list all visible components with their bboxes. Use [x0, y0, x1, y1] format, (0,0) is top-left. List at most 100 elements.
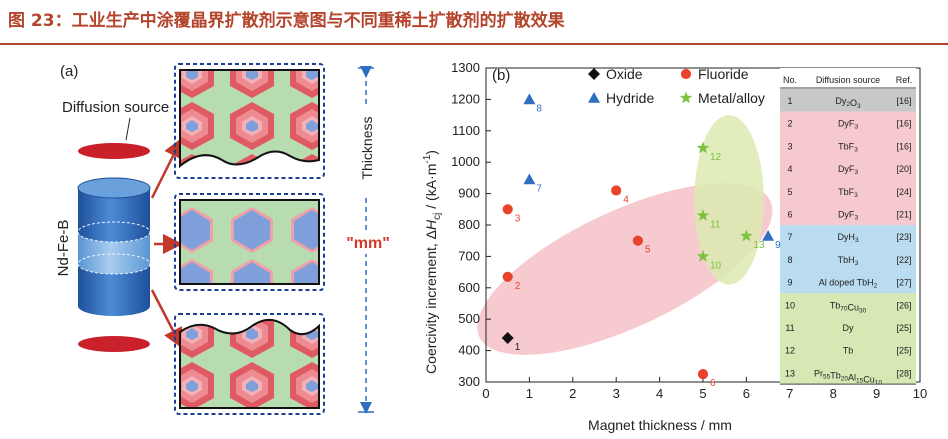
diffusion-source-pointer [125, 117, 131, 141]
top-microstructure-box [174, 63, 325, 179]
magnet-label: Nd-Fe-B [55, 220, 72, 277]
y-tick-label: 1100 [452, 123, 480, 138]
legend-marker-metal-alloy [679, 91, 693, 104]
table-cell-source: DyF3 [838, 210, 859, 222]
table-cell-ref: [25] [896, 346, 911, 356]
arrow-to-bottom-box [150, 289, 183, 349]
table-cell-no: 6 [787, 210, 792, 220]
table-cell-no: 3 [787, 141, 792, 151]
panel-a-schematic: (a) Diffusion source Nd-Fe-B Thickness "… [42, 48, 402, 434]
table-row-bg-7 [780, 225, 916, 248]
y-axis-label-post: / (kA·m [423, 164, 439, 213]
bottom-diffusion-disc [78, 336, 150, 352]
legend-label-metal-alloy: Metal/alloy [698, 90, 765, 106]
bottom-microstructure-box [174, 313, 325, 415]
table-cell-ref: [16] [896, 96, 911, 106]
data-point-4 [611, 185, 622, 196]
table-cell-source: TbH3 [838, 255, 859, 267]
middle-grain-microstructure [180, 200, 319, 284]
x-tick-label: 10 [913, 386, 927, 401]
x-tick-label: 5 [699, 386, 706, 401]
figure-title: 图 23：工业生产中涂覆晶界扩散剂示意图与不同重稀土扩散剂的扩散效果 [8, 11, 565, 31]
table-cell-no: 10 [785, 300, 795, 310]
point-label-13: 13 [753, 240, 765, 251]
table-cell-no: 4 [787, 164, 792, 174]
legend-marker-fluoride [680, 68, 692, 80]
table-row-bg-3 [780, 134, 916, 158]
table-cell-source: TbF3 [838, 141, 858, 153]
panel-b-label: (b) [492, 67, 510, 84]
bottom-grain-microstructure [180, 319, 319, 408]
point-label-12: 12 [710, 152, 722, 163]
table-header-bg [780, 68, 916, 90]
table-cell-no: 9 [787, 278, 792, 288]
table-header-1: No. [783, 75, 797, 85]
x-tick-label: 3 [613, 386, 620, 401]
table-cell-source: DyF3 [838, 164, 859, 176]
table-row-bg-12 [780, 338, 916, 362]
table-cell-ref: [16] [896, 141, 911, 151]
y-tick-label: 1300 [451, 60, 480, 75]
top-diffusion-disc [78, 143, 150, 159]
top-grain-microstructure [180, 70, 319, 166]
data-point-13 [740, 229, 753, 242]
table-cell-no: 5 [787, 187, 792, 197]
y-axis-label-pre: Coercivity increment, Δ [423, 230, 439, 374]
table-cell-ref: [25] [896, 323, 911, 333]
table-cell-ref: [27] [896, 278, 911, 288]
legend-label-hydride: Hydride [606, 90, 654, 106]
chart-regions [477, 115, 773, 355]
data-point-8 [523, 93, 536, 105]
legend-marker-hydride [588, 92, 600, 103]
diffusion-source-table: No. Diffusion source Ref. 1 Dy2O3 [16] 2 DyF3 [1… [780, 68, 916, 386]
table-cell-source: Tb70Cu30 [830, 300, 867, 314]
table-cell-no: 8 [787, 255, 792, 265]
data-point-9 [762, 229, 775, 241]
cluster-region-2 [694, 115, 764, 285]
chart-legend: Oxide Fluoride Hydride Metal/alloy [588, 66, 765, 106]
table-row-bg-11 [780, 316, 916, 339]
y-tick-label: 800 [458, 217, 480, 232]
y-tick-label: 700 [458, 248, 480, 263]
y-tick-label: 900 [458, 186, 480, 201]
table-cell-source: Al doped TbH2 [819, 278, 878, 290]
point-label-7: 7 [536, 183, 542, 194]
point-label-4: 4 [623, 194, 629, 205]
table-cell-ref: [22] [896, 255, 911, 265]
data-point-10 [696, 249, 710, 262]
x-tick-label: 2 [569, 386, 576, 401]
mm-label: "mm" [346, 235, 390, 252]
schematic-svg: (a) Diffusion source Nd-Fe-B Thickness "… [42, 48, 402, 434]
point-label-11: 11 [710, 220, 721, 231]
data-point-2 [502, 271, 513, 282]
point-label-2: 2 [515, 281, 521, 292]
table-cell-no: 2 [787, 119, 792, 129]
table-row-bg-10 [780, 293, 916, 316]
chart-axes: 0 1 2 3 4 5 6 7 8 9 103004005006007008009001000110… [451, 60, 927, 401]
point-label-8: 8 [536, 103, 542, 114]
panel-a-label: (a) [60, 63, 78, 80]
legend-label-oxide: Oxide [606, 66, 643, 82]
table-cell-ref: [23] [896, 232, 911, 242]
table-cell-ref: [20] [896, 164, 911, 174]
table-row-bg-8 [780, 247, 916, 271]
y-tick-label: 300 [458, 374, 480, 389]
table-cell-ref: [24] [896, 187, 911, 197]
table-header-2: Diffusion source [816, 75, 880, 85]
y-axis-label-end: ) [423, 150, 439, 155]
data-point-12 [696, 141, 710, 154]
y-tick-label: 1200 [451, 91, 480, 106]
point-label-5: 5 [645, 245, 651, 256]
point-label-3: 3 [515, 213, 521, 224]
point-label-6: 6 [710, 378, 716, 389]
table-row-bg-9 [780, 270, 916, 294]
table-row-bg-2 [780, 111, 916, 135]
data-point-5 [632, 235, 643, 246]
y-axis-label: Coercivity increment, ΔHcj / (kA·m-1) [422, 150, 443, 374]
table-cell-no: 1 [787, 96, 792, 106]
point-label-9: 9 [775, 240, 781, 251]
table-cell-ref: [26] [896, 300, 911, 310]
x-tick-label: 0 [482, 386, 489, 401]
x-tick-label: 8 [830, 386, 837, 401]
legend-marker-oxide [588, 68, 600, 80]
